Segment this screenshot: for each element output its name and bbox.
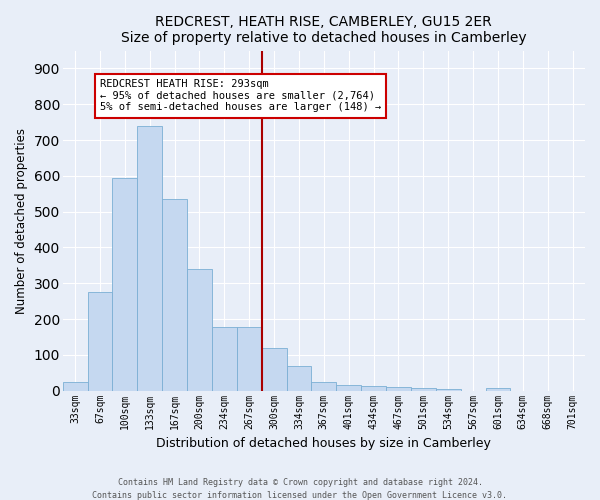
Bar <box>237 327 262 390</box>
Bar <box>262 348 287 391</box>
Bar <box>436 389 461 390</box>
Bar <box>187 269 212 390</box>
Bar <box>112 178 137 390</box>
Bar <box>311 382 336 390</box>
Bar <box>336 386 361 390</box>
Text: REDCREST HEATH RISE: 293sqm
← 95% of detached houses are smaller (2,764)
5% of s: REDCREST HEATH RISE: 293sqm ← 95% of det… <box>100 79 381 112</box>
Bar <box>162 199 187 390</box>
Bar <box>361 386 386 390</box>
Bar <box>63 382 88 390</box>
Bar <box>386 387 411 390</box>
Text: Contains HM Land Registry data © Crown copyright and database right 2024.
Contai: Contains HM Land Registry data © Crown c… <box>92 478 508 500</box>
Bar <box>411 388 436 390</box>
X-axis label: Distribution of detached houses by size in Camberley: Distribution of detached houses by size … <box>157 437 491 450</box>
Bar <box>485 388 511 390</box>
Y-axis label: Number of detached properties: Number of detached properties <box>15 128 28 314</box>
Bar <box>137 126 162 390</box>
Bar <box>88 292 112 390</box>
Title: REDCREST, HEATH RISE, CAMBERLEY, GU15 2ER
Size of property relative to detached : REDCREST, HEATH RISE, CAMBERLEY, GU15 2E… <box>121 15 527 45</box>
Bar <box>287 366 311 390</box>
Bar <box>212 327 237 390</box>
